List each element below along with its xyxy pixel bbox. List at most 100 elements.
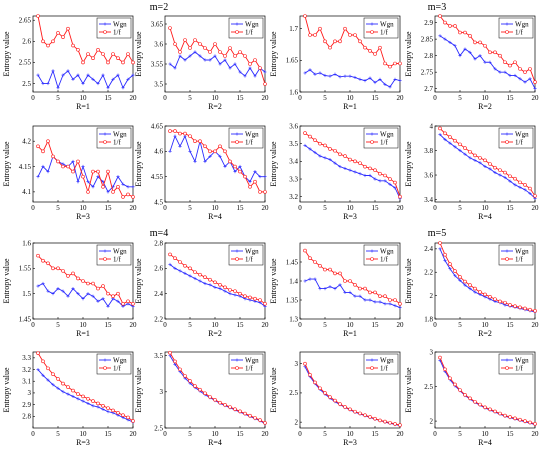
- x-tick-label: 20: [130, 94, 138, 102]
- x-tick-label: 5: [56, 321, 60, 329]
- legend-label: 1/f: [113, 364, 121, 372]
- x-tick-label: 5: [323, 204, 327, 212]
- legend-label: 1/f: [380, 255, 388, 263]
- data-point-1f: [473, 40, 477, 45]
- data-point-1f: [51, 266, 55, 271]
- legend-marker: [235, 257, 239, 261]
- data-point-wgn: [203, 58, 207, 62]
- data-point-1f: [443, 367, 447, 372]
- legend-label: 1/f: [515, 138, 523, 146]
- data-point-1f: [41, 39, 45, 44]
- x-tick-label: 15: [372, 204, 380, 212]
- data-point-1f: [503, 413, 507, 418]
- data-point-wgn: [56, 86, 60, 90]
- data-point-wgn: [51, 383, 55, 387]
- data-point-wgn: [443, 37, 447, 41]
- data-point-wgn: [358, 77, 362, 81]
- data-point-1f: [303, 131, 307, 135]
- data-point-wgn: [96, 175, 100, 179]
- data-point-wgn: [258, 175, 262, 179]
- data-point-1f: [308, 33, 312, 37]
- data-point-1f: [71, 271, 75, 276]
- data-point-wgn: [318, 287, 322, 291]
- data-point-1f: [263, 82, 267, 86]
- data-point-1f: [318, 263, 322, 268]
- data-point-wgn: [126, 185, 130, 189]
- data-point-wgn: [46, 378, 50, 382]
- data-point-wgn: [81, 297, 85, 301]
- data-point-1f: [263, 421, 267, 425]
- data-point-1f: [203, 46, 207, 50]
- data-point-1f: [503, 60, 507, 65]
- legend-marker: [370, 132, 374, 136]
- data-point-1f: [518, 417, 522, 422]
- legend-label: Wgn: [515, 247, 529, 255]
- data-point-1f: [81, 394, 85, 399]
- x-tick-label: 15: [507, 321, 515, 329]
- data-point-wgn: [168, 62, 172, 66]
- legend-label: 1/f: [113, 255, 121, 263]
- data-point-wgn: [86, 292, 90, 296]
- data-point-1f: [328, 267, 332, 272]
- data-point-wgn: [323, 287, 327, 291]
- data-point-wgn: [101, 407, 105, 411]
- legend-marker: [505, 257, 509, 261]
- data-point-1f: [458, 275, 462, 279]
- data-point-1f: [378, 294, 382, 299]
- data-point-1f: [66, 164, 70, 169]
- legend-label: Wgn: [245, 130, 259, 138]
- data-point-1f: [503, 300, 507, 305]
- data-point-1f: [223, 403, 227, 407]
- data-point-1f: [46, 139, 50, 143]
- y-tick-label: 2.6: [154, 265, 163, 273]
- x-tick-label: 5: [188, 321, 192, 329]
- data-point-1f: [173, 42, 177, 46]
- data-point-1f: [56, 377, 60, 381]
- data-point-1f: [208, 50, 212, 54]
- data-point-wgn: [41, 281, 45, 286]
- x-tick-label: 15: [507, 204, 515, 212]
- data-point-1f: [188, 134, 192, 138]
- data-point-1f: [213, 149, 217, 154]
- data-point-1f: [243, 294, 247, 299]
- y-tick-label: 3.1: [22, 378, 31, 386]
- data-point-1f: [61, 35, 65, 39]
- data-point-1f: [248, 185, 252, 189]
- x-tick-label: 20: [397, 94, 405, 102]
- data-point-1f: [46, 261, 50, 266]
- x-tick-label: 5: [323, 321, 327, 329]
- data-point-1f: [51, 154, 55, 159]
- y-tick-label: 2.2: [154, 315, 163, 323]
- data-point-wgn: [36, 284, 40, 288]
- legend-label: 1/f: [113, 28, 121, 36]
- data-point-wgn: [383, 179, 387, 183]
- x-tick-label: 15: [237, 430, 245, 438]
- data-point-wgn: [448, 267, 452, 271]
- x-tick-label: 15: [372, 430, 380, 438]
- data-point-1f: [218, 400, 222, 405]
- data-point-wgn: [61, 73, 65, 77]
- data-point-1f: [353, 282, 357, 287]
- data-point-wgn: [463, 152, 467, 156]
- y-tick-label: 2.5: [22, 80, 31, 88]
- data-point-1f: [388, 177, 392, 181]
- x-tick-label: 20: [130, 321, 138, 329]
- data-point-1f: [193, 38, 197, 42]
- data-point-1f: [101, 403, 105, 408]
- data-point-1f: [303, 361, 307, 366]
- data-point-wgn: [228, 66, 232, 70]
- data-point-wgn: [173, 266, 177, 270]
- data-point-1f: [106, 406, 110, 410]
- data-point-wgn: [253, 74, 257, 78]
- data-point-1f: [323, 143, 327, 148]
- data-point-wgn: [198, 279, 202, 283]
- chart-panel-12: 0 5 10 15 20 2.8 2.9 3 3.1 3.2 3.3 R=3 Entropy value…: [2, 351, 137, 447]
- data-point-1f: [131, 419, 135, 423]
- legend-label: 1/f: [380, 364, 388, 372]
- data-point-1f: [308, 134, 312, 139]
- data-point-wgn: [438, 132, 442, 137]
- data-point-wgn: [478, 161, 482, 165]
- data-point-wgn: [483, 60, 487, 64]
- data-point-wgn: [363, 298, 367, 302]
